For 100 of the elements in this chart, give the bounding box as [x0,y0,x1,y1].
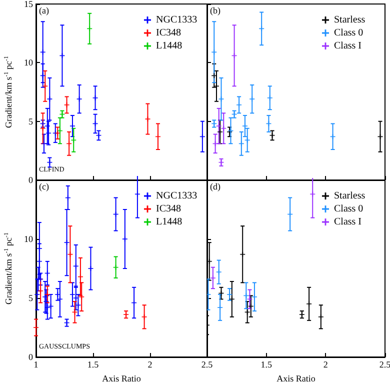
x-tick-label: 2 [148,360,152,370]
point [306,301,312,306]
point [40,50,46,55]
x-tick-label: 1.5 [87,360,100,370]
point [216,270,222,275]
point [216,124,222,129]
point [44,270,50,276]
point [60,53,65,58]
point [244,138,250,143]
point [87,26,92,32]
legend-label: NGC1333 [156,190,198,202]
point [92,121,98,126]
x-tick-label: 1.5 [260,360,272,370]
annotation: (d) [210,182,220,192]
point [218,304,223,310]
point [36,246,42,251]
point [330,134,336,140]
point [221,126,226,131]
legend-label: Class I [334,216,362,228]
point [44,124,50,129]
x-tick-label: 2.5 [201,360,214,370]
point [250,96,255,102]
point [240,252,246,257]
point [259,26,264,32]
legend-label: IC348 [156,28,181,38]
y-tick-label: 10 [24,58,34,68]
legend-label: L1448 [156,40,182,52]
point [88,266,94,271]
point [64,240,70,246]
point [47,96,52,102]
annotation: (b) [210,6,220,16]
legend-label: NGC1333 [156,14,198,26]
point [210,275,216,280]
point [218,96,224,102]
point [70,292,75,297]
legend-label: Class 0 [334,28,364,38]
point [65,195,70,200]
point [227,292,232,297]
point [232,53,237,58]
annotation: (a) [39,6,49,16]
point [212,50,217,55]
point [122,236,128,242]
point [55,292,60,297]
point [55,130,60,136]
y-tick-label: 15 [24,0,34,9]
y-tick-label: 0 [28,175,34,185]
point [64,102,70,108]
point [76,302,81,308]
point [42,84,48,89]
point [238,141,244,146]
point [38,288,44,294]
point [242,124,248,129]
point [76,96,82,102]
point [78,274,83,280]
x-tick-label: 2 [323,360,328,370]
y-tick-label: 5 [28,116,34,126]
point [155,134,160,140]
point [68,252,73,257]
y-tick-label: 0 [28,352,34,362]
point [46,130,52,136]
point [218,129,223,134]
x-axis-title: Axis Ratio [102,373,142,383]
point [252,294,257,300]
point [244,293,249,298]
point [48,304,54,309]
point [200,134,205,140]
point [310,192,316,197]
point [44,304,50,310]
point [134,192,140,197]
legend-label: Starless [334,190,366,202]
point [236,102,242,108]
point [145,116,150,122]
y-tick-label: 10 [24,234,34,244]
point [318,314,324,320]
point [378,134,383,140]
point [47,160,52,165]
legend-label: L1448 [156,216,182,228]
annotation: (c) [39,182,49,192]
point [73,264,78,269]
point [267,95,272,100]
point [142,314,147,320]
point [132,300,137,306]
legend-label: IC348 [156,204,181,214]
point [288,212,293,217]
point [40,73,46,78]
point [113,212,118,217]
point [36,258,42,264]
point [266,121,272,126]
x-tick-label: 1 [34,360,38,370]
point [92,95,98,100]
point [207,292,211,297]
point [96,132,102,138]
x-tick-label: 2.5 [379,360,390,370]
x-axis-title: Axis Ratio [276,373,316,383]
legend-label: Class I [334,40,362,52]
point [212,141,218,146]
legend-label: Starless [334,14,366,26]
legend-label: Class 0 [334,204,364,214]
y-tick-label: 5 [28,293,34,303]
point [113,264,118,270]
